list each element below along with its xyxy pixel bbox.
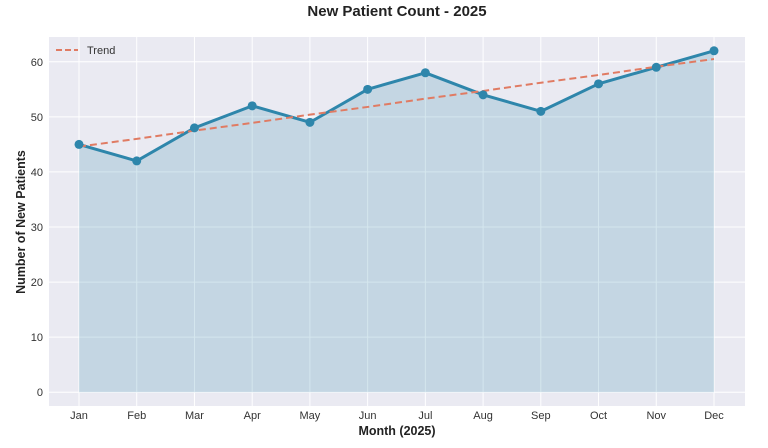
data-point [536, 106, 546, 116]
y-tick-label: 10 [31, 332, 43, 344]
plot-area [49, 37, 745, 406]
data-point [594, 79, 604, 89]
series-line [78, 49, 715, 163]
chart-title: New Patient Count - 2025 [307, 3, 486, 20]
data-point [651, 62, 661, 72]
y-tick-label: 20 [31, 277, 43, 289]
x-tick-label: Feb [127, 410, 146, 422]
data-point [363, 84, 373, 94]
x-tick-label: Jan [70, 410, 88, 422]
x-tick-label: Apr [244, 410, 261, 422]
data-point [247, 101, 257, 111]
legend-trend-label: Trend [87, 45, 115, 57]
y-tick-label: 60 [31, 57, 43, 69]
x-tick-label: Oct [590, 410, 607, 422]
grid [49, 37, 745, 406]
y-tick-label: 50 [31, 112, 43, 124]
x-tick-label: Dec [704, 410, 724, 422]
data-point [420, 68, 430, 78]
x-tick-label: Aug [473, 410, 493, 422]
data-point [709, 46, 719, 56]
x-tick-label: Jul [418, 410, 432, 422]
y-tick-label: 40 [31, 167, 43, 179]
x-tick-label: Sep [531, 410, 551, 422]
x-tick-label: Mar [185, 410, 204, 422]
data-point [305, 117, 315, 127]
y-tick-label: 30 [31, 222, 43, 234]
y-axis-label: Number of New Patients [14, 150, 28, 294]
line-layer [74, 46, 719, 166]
legend: Trend [56, 45, 115, 57]
trend-line [78, 58, 715, 148]
data-point [189, 123, 199, 133]
x-tick-label: Nov [646, 410, 666, 422]
x-tick-label: May [300, 410, 321, 422]
x-tick-label: Jun [359, 410, 377, 422]
area-layer [79, 50, 714, 393]
y-tick-label: 0 [37, 387, 43, 399]
data-point [132, 156, 142, 166]
x-axis-label: Month (2025) [358, 424, 435, 438]
data-point [478, 90, 488, 100]
data-point [74, 139, 84, 149]
ticks: 0 10 20 30 40 50 60 Jan Feb Mar Apr May Jun Jul Aug Sep… [31, 57, 725, 422]
series-area [79, 50, 714, 393]
